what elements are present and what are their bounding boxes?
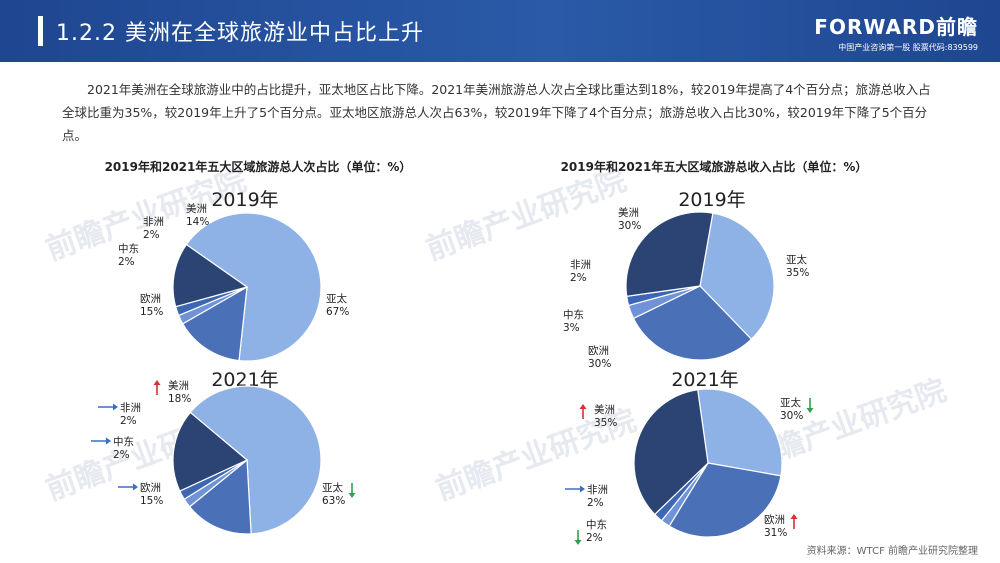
slice-label-value: 30% [780,410,803,422]
chart-title: 2019年和2021年五大区域旅游总人次占比（单位：%） [105,159,412,174]
slice-label-value: 30% [618,220,641,232]
slice-label-value: 31% [764,527,787,539]
slice-label-name: 亚太 [326,292,347,305]
chart-year-label: 2021年 [211,369,278,391]
summary-paragraph: 2021年美洲在全球旅游业中的占比提升，亚太地区占比下降。2021年美洲旅游总人… [62,82,931,143]
chart-year-label: 2019年 [211,189,278,211]
slice-label-name: 欧洲 [588,345,609,357]
slice-label-value: 15% [140,495,163,507]
slice-label-name: 欧洲 [140,482,161,494]
slice-label-name: 欧洲 [140,293,161,305]
trend-flat-arrowhead [133,483,138,491]
slice-label-name: 美洲 [594,403,615,416]
slice-label-name: 欧洲 [764,514,785,526]
slice-label-value: 2% [587,497,604,509]
logo-main-text: FORWARD前瞻 [814,15,978,39]
pie-slice-asia-pacific [189,385,322,535]
slice-label-value: 63% [322,495,345,507]
logo-sub-text: 中国产业咨询第一股 股票代码:839599 [838,43,978,52]
slice-label-value: 18% [168,393,191,405]
slice-label-name: 亚太 [786,253,807,266]
trend-up-arrowhead [579,404,587,409]
page-title: 1.2.2 美洲在全球旅游业中占比上升 [56,21,424,46]
pie-slice-americas [625,211,714,297]
pie-slice-europe [188,458,252,535]
slice-label-value: 35% [786,267,809,279]
slice-label-name: 亚太 [780,396,801,409]
pie-slice-americas [172,243,249,308]
slice-label-value: 2% [118,256,135,268]
slice-label-value: 67% [326,306,349,318]
brand-logo: FORWARD前瞻 中国产业咨询第一股 股票代码:839599 [814,11,978,53]
slice-label-name: 美洲 [618,206,639,219]
trend-down-arrowhead [806,408,814,413]
pie-slice-asia-pacific [699,212,775,341]
pie-slice-asia-pacific [185,212,322,362]
slice-label-value: 14% [186,216,209,228]
trend-up-arrowhead [790,514,798,519]
slice-label-name: 中东 [113,435,134,448]
source-note: 资料来源：WTCF 前瞻产业研究院整理 [806,546,978,557]
chart-title: 2019年和2021年五大区域旅游总收入占比（单位：%） [561,159,868,174]
pie-slice-asia-pacific [697,388,783,477]
header-banner: 1.2.2 美洲在全球旅游业中占比上升 FORWARD前瞻 中国产业咨询第一股 … [0,0,1000,62]
slice-label-name: 非洲 [587,484,608,496]
header-accent-bar [38,16,43,46]
slice-label-value: 2% [113,449,130,461]
trend-up-arrowhead [153,380,161,385]
slice-label-value: 2% [120,415,137,427]
slice-label-name: 中东 [563,308,584,321]
trend-flat-arrowhead [113,403,118,411]
slice-label-name: 中东 [586,518,607,531]
slice-label-name: 非洲 [143,216,164,228]
pie-slice-americas [633,389,709,516]
slice-label-name: 美洲 [186,202,207,215]
slice-label-value: 35% [594,417,617,429]
slice-label-name: 亚太 [322,481,343,494]
trend-down-arrowhead [348,493,356,498]
chart-year-label: 2019年 [678,189,745,211]
slice-label-value: 2% [586,532,603,544]
slice-label-value: 30% [588,358,611,370]
trend-flat-arrowhead [106,437,111,445]
chart-year-label: 2021年 [671,369,738,391]
trend-flat-arrowhead [580,485,585,493]
pie-slice-europe [181,285,248,362]
pie-slice-americas [172,411,249,492]
slice-label-name: 非洲 [570,259,591,271]
slice-label-value: 2% [143,229,160,241]
slice-label-name: 美洲 [168,379,189,392]
slice-label-name: 中东 [118,242,139,255]
slice-label-value: 3% [563,322,580,334]
slice-label-name: 非洲 [120,402,141,414]
trend-down-arrowhead [574,540,582,545]
slice-label-value: 15% [140,306,163,318]
slice-label-value: 2% [570,272,587,284]
